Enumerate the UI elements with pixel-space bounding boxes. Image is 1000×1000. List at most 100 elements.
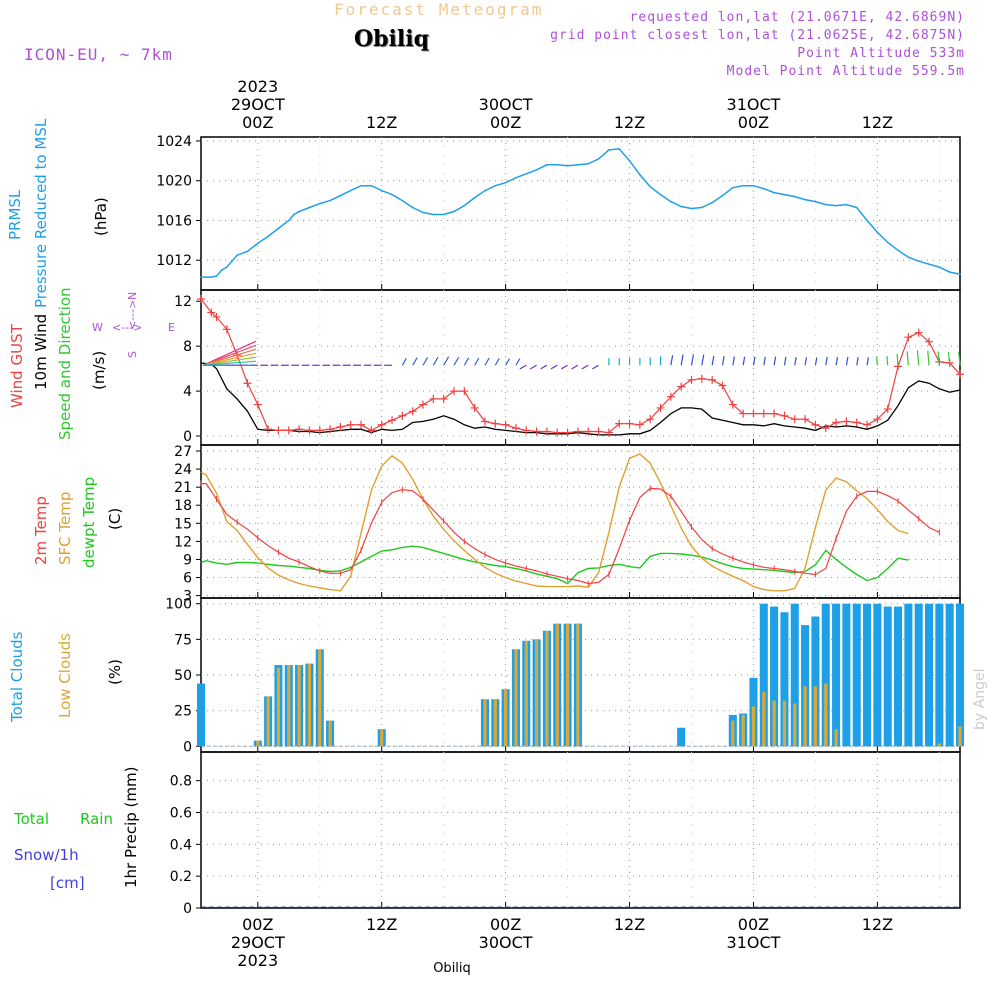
- panel-frame-precip: [200, 751, 961, 909]
- low-cloud-bar: [535, 639, 539, 747]
- gust-marker: [315, 426, 324, 435]
- gust-marker: [739, 409, 748, 418]
- gust-marker: [770, 409, 779, 418]
- gust-marker: [274, 426, 283, 435]
- direction-arrow: [453, 356, 460, 366]
- total-cloud-bar: [780, 612, 789, 747]
- total-cloud-bar: [924, 603, 934, 747]
- y-tick-label: 8: [183, 339, 192, 355]
- pressure-point: [845, 203, 848, 206]
- low-cloud-bar: [493, 699, 497, 747]
- y-tick-label: 6: [183, 571, 192, 587]
- direction-arrow: [202, 344, 257, 366]
- rain-label: Rain: [80, 810, 113, 828]
- compass-east: E: [168, 321, 175, 334]
- low-cloud-bar: [731, 720, 735, 747]
- direction-arrow: [773, 356, 777, 366]
- gust-marker: [573, 427, 582, 436]
- pressure-series: [201, 148, 961, 278]
- pressure-point: [515, 176, 517, 179]
- pressure-point: [762, 187, 765, 190]
- direction-arrow: [515, 358, 521, 366]
- temp-unit: (C): [106, 508, 124, 530]
- direction-arrow: [484, 357, 490, 366]
- y-tick-label: 9: [183, 552, 192, 568]
- direction-arrow: [896, 353, 899, 366]
- low-cloud-bar: [803, 686, 807, 747]
- pressure-point: [546, 164, 548, 166]
- direction-arrow: [202, 348, 257, 366]
- sfc-temp-label: SFC Temp: [56, 492, 74, 565]
- clouds-unit: (%): [106, 659, 124, 685]
- chart-title: Forecast Meteogram: [334, 0, 544, 19]
- pressure-point: [504, 181, 507, 184]
- direction-arrow: [814, 357, 818, 366]
- gust-marker: [728, 400, 737, 409]
- direction-arrow: [592, 364, 599, 370]
- direction-arrow: [856, 356, 859, 366]
- direction-arrow: [474, 357, 480, 366]
- pressure-point: [287, 219, 290, 222]
- gust-marker: [429, 394, 438, 403]
- gust-marker: [604, 428, 613, 437]
- direction-arrow: [866, 357, 870, 366]
- gust-label: Wind GUST: [8, 323, 26, 408]
- pressure-point: [226, 266, 228, 268]
- direction-arrow: [560, 364, 568, 370]
- pressure-point: [370, 184, 373, 187]
- pressure-point: [866, 219, 868, 222]
- bottom-hour-label: 00Z: [242, 915, 273, 934]
- gust-marker: [542, 427, 551, 436]
- direction-arrow: [711, 355, 715, 366]
- pressure-point: [876, 231, 879, 234]
- direction-arrow: [794, 356, 797, 366]
- total-cloud-bar: [904, 603, 913, 747]
- gust-marker: [801, 415, 810, 424]
- pressure-point: [670, 200, 672, 203]
- direction-arrow: [680, 354, 684, 366]
- pressure-point: [380, 189, 383, 192]
- pressure-point: [948, 271, 951, 273]
- low-cloud-bar: [483, 699, 487, 747]
- y-tick-label: 21: [174, 480, 192, 496]
- gust-marker: [687, 375, 696, 384]
- pressure-point: [618, 148, 621, 150]
- gust-marker: [780, 411, 789, 420]
- direction-arrow: [937, 351, 940, 366]
- compass-ns-arrow: <--->: [126, 300, 139, 330]
- pressure-point: [855, 206, 858, 209]
- low-cloud-bar: [504, 689, 508, 747]
- direction-arrow: [916, 350, 920, 366]
- location-title: Obiliq: [354, 26, 430, 52]
- gust-marker: [635, 420, 644, 429]
- gust-marker: [460, 387, 469, 396]
- y-tick-label: 50: [174, 668, 192, 684]
- gust-marker: [367, 426, 376, 435]
- gust-marker: [594, 427, 603, 436]
- gust-marker: [511, 424, 520, 433]
- panel-frame-temperature: [200, 444, 961, 599]
- direction-arrow: [540, 364, 548, 370]
- y-tick-label: 75: [174, 632, 192, 648]
- temp-2m-label: 2m Temp: [32, 496, 50, 565]
- pressure-point: [690, 207, 693, 210]
- pressure-point: [793, 195, 796, 198]
- gust-marker: [790, 415, 799, 424]
- direction-arrow: [550, 364, 558, 370]
- gust-marker: [522, 426, 531, 435]
- total-clouds-label: Total Clouds: [8, 631, 26, 723]
- compass-north: N: [126, 292, 139, 300]
- gust-marker: [253, 400, 262, 409]
- pressure-point: [318, 202, 321, 205]
- pressure-point: [773, 191, 775, 194]
- y-tick-label: 0: [183, 429, 192, 445]
- low-cloud-bar: [741, 714, 745, 747]
- point-altitude: Point Altitude 533m: [797, 46, 965, 61]
- direction-arrow: [412, 357, 418, 366]
- total-cloud-bar: [852, 603, 861, 747]
- y-tick-label: 1024: [156, 134, 192, 150]
- bottom-hour-label: 00Z: [738, 915, 769, 934]
- y-tick-label: 1012: [156, 253, 192, 269]
- top-hour-label: 00Z: [490, 113, 521, 132]
- pressure-unit: (hPa): [92, 197, 110, 236]
